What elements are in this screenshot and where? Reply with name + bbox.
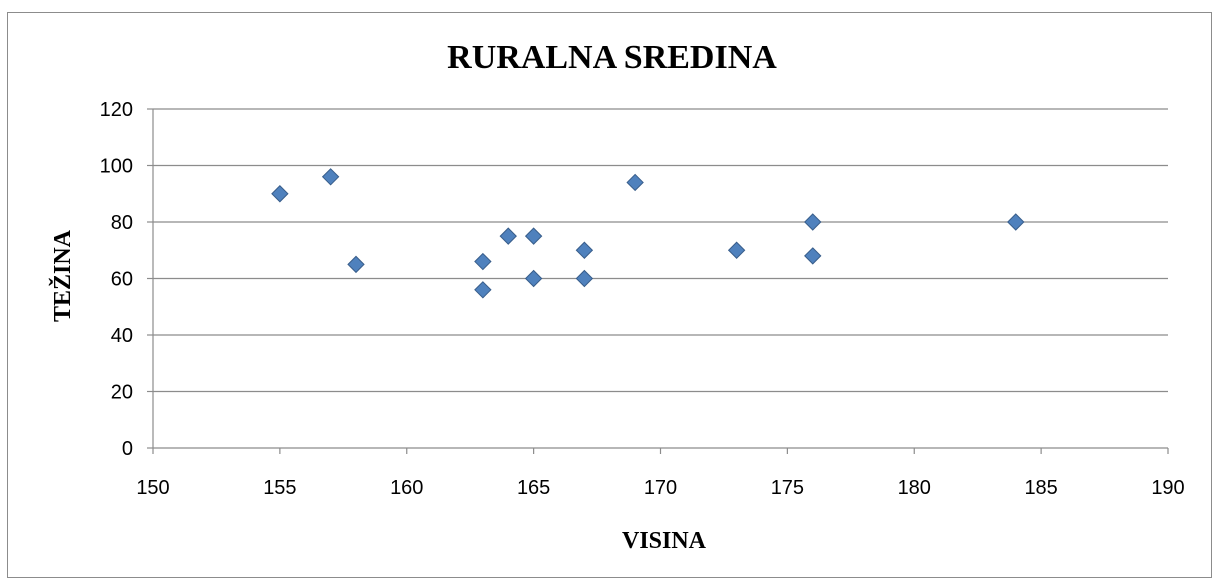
chart-frame [7,12,1212,578]
data-point [474,281,492,299]
x-tick-label: 150 [136,477,169,499]
y-tick-labels: 0 20 40 60 80 100 120 [100,99,133,460]
data-point [575,241,594,259]
x-tick-label: 185 [1024,477,1057,499]
y-tick-label: 80 [111,212,133,234]
data-point [524,227,543,245]
y-tick-label: 20 [111,382,133,404]
y-tick-label: 40 [111,325,133,347]
x-tick-label: 155 [263,477,296,499]
data-point [1007,213,1025,231]
x-tick-label: 165 [517,477,550,499]
y-tick-label: 0 [122,438,133,460]
data-point [474,252,492,271]
y-tick-label: 100 [100,156,133,178]
y-tick-label: 60 [111,269,133,291]
data-points [271,168,1025,299]
chart-title: RURALNA SREDINA [447,39,777,76]
x-tick-label: 180 [898,477,931,499]
x-tick-labels: 150 155 160 165 170 175 180 185 190 [136,477,1184,499]
data-point [271,185,289,203]
x-tick-label: 175 [771,477,804,499]
data-point [804,247,822,265]
data-point [524,269,543,288]
data-point [804,213,822,231]
x-tick-label: 170 [644,477,677,499]
data-point [321,168,340,186]
axes [147,108,1169,454]
x-tick-label: 160 [390,477,423,499]
data-point [499,227,517,245]
y-tick-label: 120 [100,99,133,121]
data-point [575,269,594,288]
y-axis-title: TEŽINA [49,229,76,322]
data-point [727,241,746,259]
data-point [347,255,365,274]
data-point [626,173,644,192]
x-axis-title: VISINA [622,528,707,554]
x-tick-label: 190 [1151,477,1184,499]
gridlines [153,108,1168,393]
